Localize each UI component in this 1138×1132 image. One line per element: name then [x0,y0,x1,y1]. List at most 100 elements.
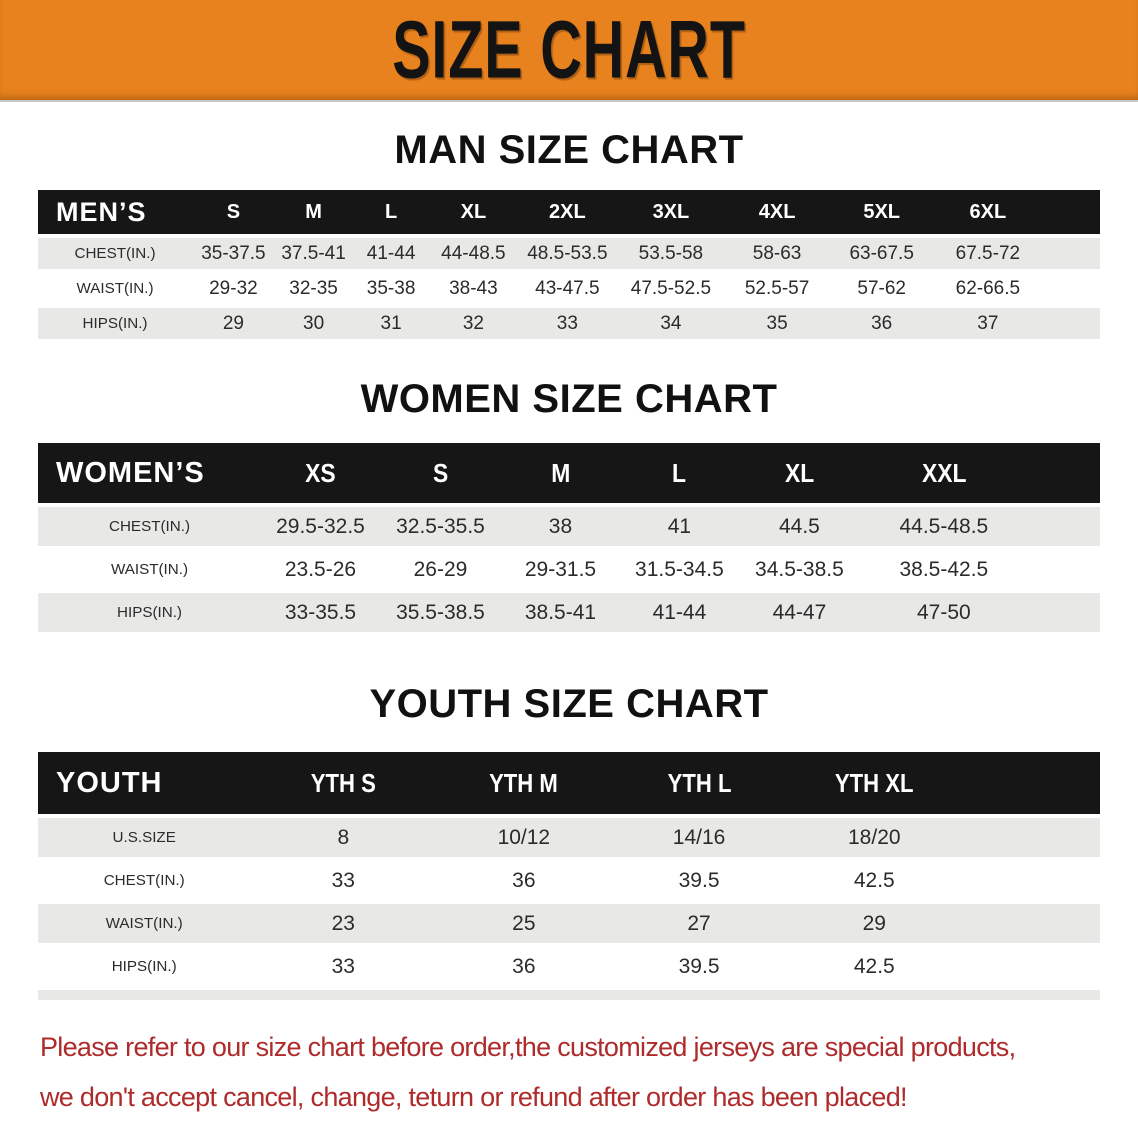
measurement-value: 23 [250,904,437,943]
measurement-value: 37 [933,308,1043,339]
size-column-header: M [274,190,353,234]
size-column-label: 4XL [758,200,796,223]
measurement-value: 31.5-34.5 [619,550,739,589]
measurement-value: 44.5 [738,507,860,546]
section-title-women: WOMEN SIZE CHART [360,377,778,421]
measurement-value: 67.5-72 [933,238,1043,269]
measurement-value: 33 [250,861,437,900]
measurement-value: 41-44 [352,238,430,269]
measurement-value: 39.5 [611,947,787,986]
measurement-row: WAIST(IN.) 23 25 27 29 [38,904,1100,943]
measurement-value: 48.5-53.5 [516,238,618,269]
measurement-row: WAIST(IN.) 29-32 32-35 35-38 38-43 43-47.5 47.… [38,273,1100,304]
header-spacer [1027,443,1100,503]
mens-header-label: MEN’S [38,190,192,234]
size-column-header: S [379,443,502,503]
header-spacer [1042,190,1100,234]
youth-header-label: YOUTH [38,752,251,814]
size-column-label: 5XL [863,200,901,223]
measurement-row: HIPS(IN.) 29 30 31 32 33 34 35 36 37 [38,308,1100,339]
measurement-value: 53.5-58 [617,238,724,269]
womens-table-container: WOMEN’S XS S M L XL XXL CHEST(IN.) 29.5-32.5 32.5… [38,439,1100,636]
youth-header-row: YOUTH YTH S YTH M YTH L YTH XL [38,752,1100,814]
measurement-value: 58-63 [724,238,831,269]
measurement-value: 35 [724,308,831,339]
womens-header-label: WOMEN’S [38,443,262,503]
measurement-value: 41 [619,507,739,546]
measurement-row: U.S.SIZE 8 10/12 14/16 18/20 [38,818,1100,857]
measurement-value: 33-35.5 [261,593,380,632]
measurement-value: 26-29 [379,550,502,589]
row-spacer [1042,273,1100,304]
size-column-label: YTH M [489,767,559,798]
size-column-header: 2XL [516,190,618,234]
size-column-label: M [305,200,322,223]
measurement-value: 42.5 [786,947,962,986]
measurement-value: 34.5-38.5 [738,550,860,589]
row-spacer [1042,308,1100,339]
measurement-value: 34 [617,308,724,339]
measurement-value: 41-44 [619,593,739,632]
womens-header-row: WOMEN’S XS S M L XL XXL [38,443,1100,503]
size-column-label: S [432,457,449,488]
row-spacer [1042,238,1100,269]
measurement-value: 25 [436,904,612,943]
measurement-value: 44.5-48.5 [859,507,1028,546]
disclaimer-line1: Please refer to our size chart before or… [40,1032,1016,1062]
banner: SIZE CHART [0,0,1138,102]
measurement-row-label: U.S.SIZE [38,818,251,857]
measurement-value: 44-47 [738,593,860,632]
measurement-value: 35-38 [352,273,430,304]
size-column-header: XS [261,443,380,503]
measurement-row: WAIST(IN.) 23.5-26 26-29 29-31.5 31.5-34.5 34… [38,550,1100,589]
measurement-value: 32.5-35.5 [379,507,502,546]
measurement-value: 27 [611,904,787,943]
measurement-row-label: CHEST(IN.) [38,507,262,546]
measurement-value: 35-37.5 [192,238,275,269]
size-column-header: YTH XL [786,752,962,814]
measurement-value: 29-32 [192,273,275,304]
size-column-header: YTH S [250,752,437,814]
size-column-label: YTH S [310,767,376,798]
row-spacer [1027,550,1100,589]
measurement-value: 38-43 [429,273,517,304]
measurement-value: 52.5-57 [724,273,831,304]
measurement-value: 10/12 [436,818,612,857]
measurement-row: CHEST(IN.) 29.5-32.5 32.5-35.5 38 41 44.5 44.5… [38,507,1100,546]
measurement-value: 36 [830,308,934,339]
youth-table-bottom-strip [38,990,1100,1000]
measurement-value: 38.5-41 [501,593,620,632]
measurement-row: HIPS(IN.) 33 36 39.5 42.5 [38,947,1100,986]
size-column-label: 3XL [652,200,690,223]
row-spacer [1027,507,1100,546]
size-column-header: XXL [859,443,1028,503]
measurement-value: 36 [436,947,612,986]
measurement-value: 29.5-32.5 [261,507,380,546]
measurement-value: 14/16 [611,818,787,857]
measurement-value: 57-62 [830,273,934,304]
measurement-value: 63-67.5 [830,238,934,269]
size-column-header: L [352,190,430,234]
measurement-value: 31 [352,308,430,339]
measurement-value: 62-66.5 [933,273,1043,304]
mens-size-table: MEN’S S M L XL 2XL 3XL 4XL 5XL 6XL CHEST(IN.) 35-37… [38,186,1100,343]
youth-table-container: YOUTH YTH S YTH M YTH L YTH XL U.S.SIZE 8 10/12… [38,748,1100,990]
measurement-value: 36 [436,861,612,900]
row-spacer [961,818,1100,857]
measurement-value: 29-31.5 [501,550,620,589]
measurement-row-label: WAIST(IN.) [38,904,251,943]
section-title-men: MAN SIZE CHART [394,128,744,172]
size-column-header: XL [429,190,517,234]
size-column-header: 5XL [830,190,934,234]
measurement-value: 33 [516,308,618,339]
section-men: MAN SIZE CHART MEN’S S M L XL 2XL 3XL 4XL 5XL 6XL… [38,126,1100,343]
section-youth: YOUTH SIZE CHART YOUTH YTH S YTH M YTH L YTH… [38,680,1100,1000]
measurement-row-label: CHEST(IN.) [38,238,192,269]
measurement-value: 38.5-42.5 [859,550,1028,589]
mens-header-row: MEN’S S M L XL 2XL 3XL 4XL 5XL 6XL [38,190,1100,234]
measurement-value: 44-48.5 [429,238,517,269]
measurement-value: 42.5 [786,861,962,900]
measurement-value: 47-50 [859,593,1028,632]
size-column-label: YTH L [667,767,731,798]
